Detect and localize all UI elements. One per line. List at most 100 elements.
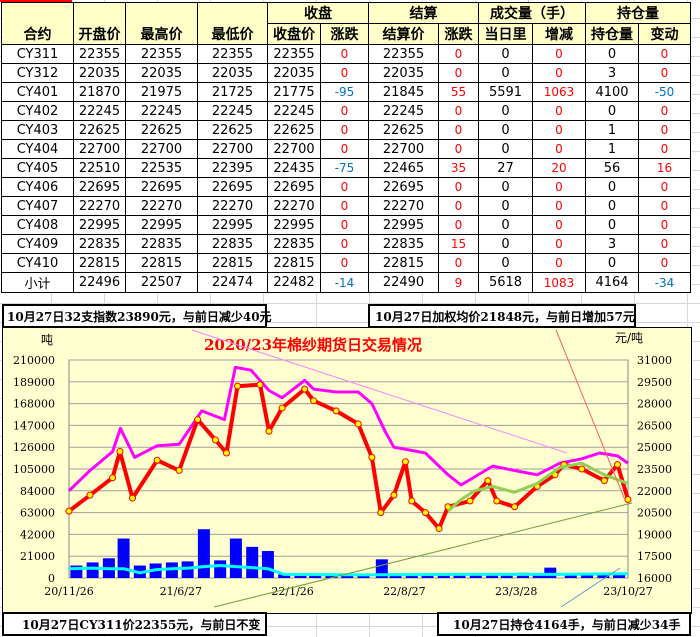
cell-收盘价[interactable]: 22625 [267, 120, 321, 140]
cell-最高价[interactable]: 22625 [125, 120, 198, 140]
cell-持仓量[interactable]: 1 [585, 139, 639, 159]
cell-涨跌[interactable]: 0 [438, 120, 479, 140]
cell-开盘价[interactable]: 22835 [73, 234, 126, 254]
cell-增减[interactable]: 0 [532, 63, 586, 83]
cell-当日里[interactable]: 0 [478, 120, 533, 140]
cell-开盘价[interactable]: 22035 [73, 63, 126, 83]
cell-当日里[interactable]: 0 [478, 63, 533, 83]
cell-增减[interactable]: 0 [532, 120, 586, 140]
cell-变动[interactable]: -50 [638, 82, 691, 102]
cell-涨跌[interactable]: 0 [320, 253, 369, 273]
cell-变动[interactable]: 0 [638, 215, 691, 235]
cell-结算价[interactable]: 22815 [368, 253, 439, 273]
cell-开盘价[interactable]: 22700 [73, 139, 126, 159]
cell-收盘价[interactable]: 22835 [267, 234, 321, 254]
cell-涨跌[interactable]: 0 [438, 139, 479, 159]
cell-当日里[interactable]: 0 [478, 101, 533, 121]
cell-当日里[interactable]: 5591 [478, 82, 533, 102]
cell-最低价[interactable]: 22815 [197, 253, 268, 273]
cell-合约[interactable]: CY404 [1, 139, 74, 159]
cell-当日里[interactable]: 27 [478, 158, 533, 178]
cell-最高价[interactable]: 22535 [125, 158, 198, 178]
cell-结算价[interactable]: 22035 [368, 63, 439, 83]
cell-增减[interactable]: 0 [532, 196, 586, 216]
cell-结算价[interactable]: 22490 [368, 272, 439, 293]
cell-涨跌[interactable]: 0 [438, 196, 479, 216]
cell-收盘价[interactable]: 22355 [267, 44, 321, 64]
cell-结算价[interactable]: 22625 [368, 120, 439, 140]
cell-最低价[interactable]: 22835 [197, 234, 268, 254]
cell-结算价[interactable]: 22465 [368, 158, 439, 178]
cell-收盘价[interactable]: 22035 [267, 63, 321, 83]
cell-变动[interactable]: 0 [638, 44, 691, 64]
cell-当日里[interactable]: 5618 [478, 272, 533, 293]
cell-开盘价[interactable]: 22355 [73, 44, 126, 64]
cell-最高价[interactable]: 22355 [125, 44, 198, 64]
cell-最高价[interactable]: 21975 [125, 82, 198, 102]
cell-收盘价[interactable]: 22815 [267, 253, 321, 273]
cell-开盘价[interactable]: 22270 [73, 196, 126, 216]
cell-当日里[interactable]: 0 [478, 234, 533, 254]
cell-涨跌[interactable]: 0 [320, 139, 369, 159]
cell-最高价[interactable]: 22835 [125, 234, 198, 254]
cell-最低价[interactable]: 22245 [197, 101, 268, 121]
cell-结算价[interactable]: 22700 [368, 139, 439, 159]
cell-合约[interactable]: CY312 [1, 63, 74, 83]
cell-变动[interactable]: 0 [638, 253, 691, 273]
cell-最低价[interactable]: 21725 [197, 82, 268, 102]
cell-增减[interactable]: 0 [532, 215, 586, 235]
cell-最低价[interactable]: 22995 [197, 215, 268, 235]
cell-变动[interactable]: 16 [638, 158, 691, 178]
cell-持仓量[interactable]: 0 [585, 177, 639, 197]
cell-最高价[interactable]: 22270 [125, 196, 198, 216]
cell-结算价[interactable]: 22835 [368, 234, 439, 254]
cell-持仓量[interactable]: 4100 [585, 82, 639, 102]
cell-涨跌[interactable]: 0 [438, 44, 479, 64]
cell-涨跌[interactable]: 0 [320, 177, 369, 197]
cell-结算价[interactable]: 22245 [368, 101, 439, 121]
cell-最低价[interactable]: 22035 [197, 63, 268, 83]
cell-合约[interactable]: CY401 [1, 82, 74, 102]
cell-最高价[interactable]: 22035 [125, 63, 198, 83]
cell-涨跌[interactable]: 0 [320, 196, 369, 216]
cell-涨跌[interactable]: 0 [320, 44, 369, 64]
cell-当日里[interactable]: 0 [478, 139, 533, 159]
cell-最低价[interactable]: 22395 [197, 158, 268, 178]
cell-结算价[interactable]: 22270 [368, 196, 439, 216]
cell-持仓量[interactable]: 0 [585, 44, 639, 64]
cell-涨跌[interactable]: 15 [438, 234, 479, 254]
cell-合约[interactable]: CY407 [1, 196, 74, 216]
cell-持仓量[interactable]: 3 [585, 63, 639, 83]
cell-当日里[interactable]: 0 [478, 253, 533, 273]
cell-开盘价[interactable]: 21870 [73, 82, 126, 102]
cell-最高价[interactable]: 22995 [125, 215, 198, 235]
cell-变动[interactable]: -34 [638, 272, 691, 293]
cell-持仓量[interactable]: 0 [585, 253, 639, 273]
cell-变动[interactable]: 0 [638, 177, 691, 197]
cell-持仓量[interactable]: 0 [585, 196, 639, 216]
cell-增减[interactable]: 0 [532, 177, 586, 197]
cell-增减[interactable]: 0 [532, 44, 586, 64]
cell-收盘价[interactable]: 22700 [267, 139, 321, 159]
cell-开盘价[interactable]: 22995 [73, 215, 126, 235]
cell-涨跌[interactable]: -14 [320, 272, 369, 293]
cell-增减[interactable]: 0 [532, 139, 586, 159]
cell-最低价[interactable]: 22695 [197, 177, 268, 197]
cell-涨跌[interactable]: -75 [320, 158, 369, 178]
cell-当日里[interactable]: 0 [478, 196, 533, 216]
cell-涨跌[interactable]: 0 [320, 215, 369, 235]
cell-涨跌[interactable]: 35 [438, 158, 479, 178]
cell-增减[interactable]: 1063 [532, 82, 586, 102]
cell-开盘价[interactable]: 22695 [73, 177, 126, 197]
cell-涨跌[interactable]: 0 [320, 63, 369, 83]
cell-持仓量[interactable]: 3 [585, 234, 639, 254]
cell-结算价[interactable]: 22695 [368, 177, 439, 197]
cell-收盘价[interactable]: 22695 [267, 177, 321, 197]
cell-涨跌[interactable]: 0 [438, 215, 479, 235]
cell-开盘价[interactable]: 22510 [73, 158, 126, 178]
cell-持仓量[interactable]: 4164 [585, 272, 639, 293]
cell-当日里[interactable]: 0 [478, 177, 533, 197]
cell-最高价[interactable]: 22245 [125, 101, 198, 121]
cell-开盘价[interactable]: 22625 [73, 120, 126, 140]
cell-变动[interactable]: 0 [638, 139, 691, 159]
